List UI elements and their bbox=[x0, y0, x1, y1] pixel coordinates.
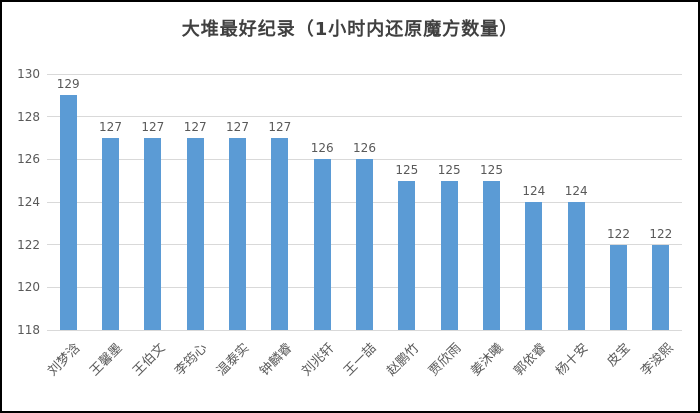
y-tick-label: 120 bbox=[17, 280, 40, 295]
bar-钟麟睿 bbox=[271, 138, 289, 330]
x-axis: 刘梦浛 王馨墨 王伯文 李筠心 温泰实 钟麟睿 刘兆轩 王一喆 赵鹏竹 贾欣雨 姜沐曦 郭依睿 杨十安皮… bbox=[45, 332, 682, 411]
bar-王一喆 bbox=[356, 159, 373, 330]
x-category-label: 杨十安 bbox=[553, 340, 592, 380]
gridline bbox=[47, 73, 682, 75]
x-category-label: 钟麟睿 bbox=[257, 340, 296, 380]
bar-value-label: 122 bbox=[607, 226, 630, 241]
x-category-label: 李浚熙 bbox=[638, 340, 677, 380]
x-category-label: 王馨墨 bbox=[87, 340, 126, 380]
plot-area: 129 127 127 127 127 127 126 126 125 125 125 124 124 1… bbox=[47, 73, 682, 331]
bar-李浚熙 bbox=[652, 244, 670, 330]
bar-温泰实 bbox=[229, 138, 246, 330]
bar-value-label: 127 bbox=[226, 120, 249, 134]
bar-value-label: 129 bbox=[56, 77, 80, 92]
x-category-label: 王一喆 bbox=[341, 340, 380, 380]
bar-郭依睿 bbox=[525, 202, 543, 330]
x-category-label: 刘兆轩 bbox=[299, 340, 338, 380]
bar-value-label: 127 bbox=[99, 120, 122, 134]
gridline bbox=[47, 329, 682, 331]
bar-value-label: 127 bbox=[141, 120, 165, 134]
bar-value-label: 122 bbox=[649, 226, 673, 241]
bar-皮宝 bbox=[610, 244, 627, 330]
x-category-label: 赵鹏竹 bbox=[384, 340, 423, 380]
bar-value-label: 127 bbox=[268, 120, 292, 134]
x-category-label: 王伯文 bbox=[130, 340, 169, 380]
x-category-label: 温泰实 bbox=[214, 340, 253, 380]
x-category-label: 郭依睿 bbox=[511, 340, 550, 380]
x-category-label: 刘梦浛 bbox=[45, 340, 84, 380]
x-category-label: 姜沐曦 bbox=[468, 340, 507, 380]
y-tick-label: 130 bbox=[17, 67, 40, 81]
bar-value-label: 124 bbox=[564, 184, 588, 198]
bar-value-label: 126 bbox=[310, 141, 334, 156]
y-tick-label: 124 bbox=[17, 195, 40, 209]
bar-王伯文 bbox=[144, 138, 162, 330]
bar-value-label: 127 bbox=[183, 120, 207, 134]
bar-李筠心 bbox=[186, 138, 204, 330]
bar-刘兆轩 bbox=[313, 159, 331, 330]
y-tick-label: 126 bbox=[17, 152, 40, 167]
chart-title: 大堆最好纪录（1小时内还原魔方数量） bbox=[181, 19, 519, 40]
bar-刘梦浛 bbox=[59, 95, 77, 330]
bar-value-label: 124 bbox=[522, 184, 546, 198]
bar-赵鹏竹 bbox=[398, 180, 416, 330]
bar-value-label: 125 bbox=[437, 162, 461, 177]
y-axis: 118 120 122 124 126 128 130 bbox=[2, 67, 40, 337]
bar-杨十安 bbox=[567, 202, 585, 330]
gridline bbox=[47, 158, 682, 160]
x-category-label: 皮宝 bbox=[604, 340, 634, 370]
bar-王馨墨 bbox=[102, 138, 119, 330]
bar-value-label: 125 bbox=[395, 162, 419, 177]
y-tick-label: 118 bbox=[17, 323, 40, 337]
y-tick-label: 128 bbox=[17, 109, 40, 124]
bar-value-label: 126 bbox=[353, 141, 376, 156]
bar-value-label: 125 bbox=[480, 162, 503, 177]
bar-姜沐曦 bbox=[483, 180, 500, 330]
y-tick-label: 122 bbox=[17, 237, 40, 252]
bar-贾欣雨 bbox=[440, 180, 458, 330]
gridline bbox=[47, 116, 682, 118]
x-category-label: 贾欣雨 bbox=[426, 340, 465, 380]
x-category-label: 李筠心 bbox=[172, 340, 211, 380]
